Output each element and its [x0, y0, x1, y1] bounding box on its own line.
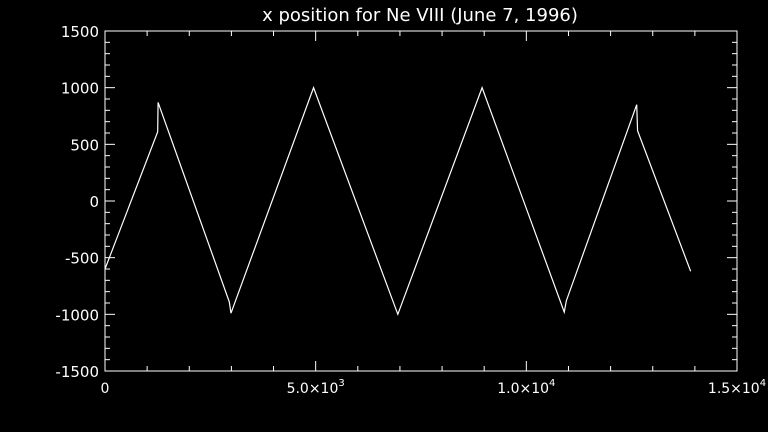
y-tick-label: 1000	[61, 80, 99, 98]
plot-frame	[104, 30, 738, 372]
x-tick-label: 5.0×103	[287, 378, 345, 397]
y-tick-label: -1000	[55, 306, 99, 324]
x-tick-label-exponent: 3	[338, 378, 344, 389]
x-tick-label-base: 5.0×10	[287, 381, 339, 397]
series-group	[104, 85, 692, 317]
x-axis: 0 5.0×103 1.0×104 1.5×104	[101, 31, 766, 397]
y-tick-label: -500	[65, 250, 99, 268]
x-tick-label-exponent: 4	[760, 378, 766, 389]
x-tick-label-base: 1.0×10	[497, 381, 549, 397]
y-tick-label: -1500	[55, 363, 99, 381]
chart-title: x position for Ne VIII (June 7, 1996)	[262, 5, 578, 26]
x-tick-label: 0	[101, 381, 110, 397]
y-tick-label: 1500	[61, 23, 99, 41]
series-line	[104, 85, 692, 317]
y-axis: 1500 1000 500 0 -500 -1000 -1500	[55, 23, 737, 381]
x-tick-label-base: 0	[101, 381, 110, 397]
x-tick-label-exponent: 4	[549, 378, 555, 389]
x-tick-label: 1.5×104	[708, 378, 766, 397]
x-tick-label-base: 1.5×10	[708, 381, 760, 397]
y-tick-label: 0	[89, 193, 99, 211]
y-tick-label: 500	[70, 136, 99, 154]
x-tick-label: 1.0×104	[497, 378, 555, 397]
